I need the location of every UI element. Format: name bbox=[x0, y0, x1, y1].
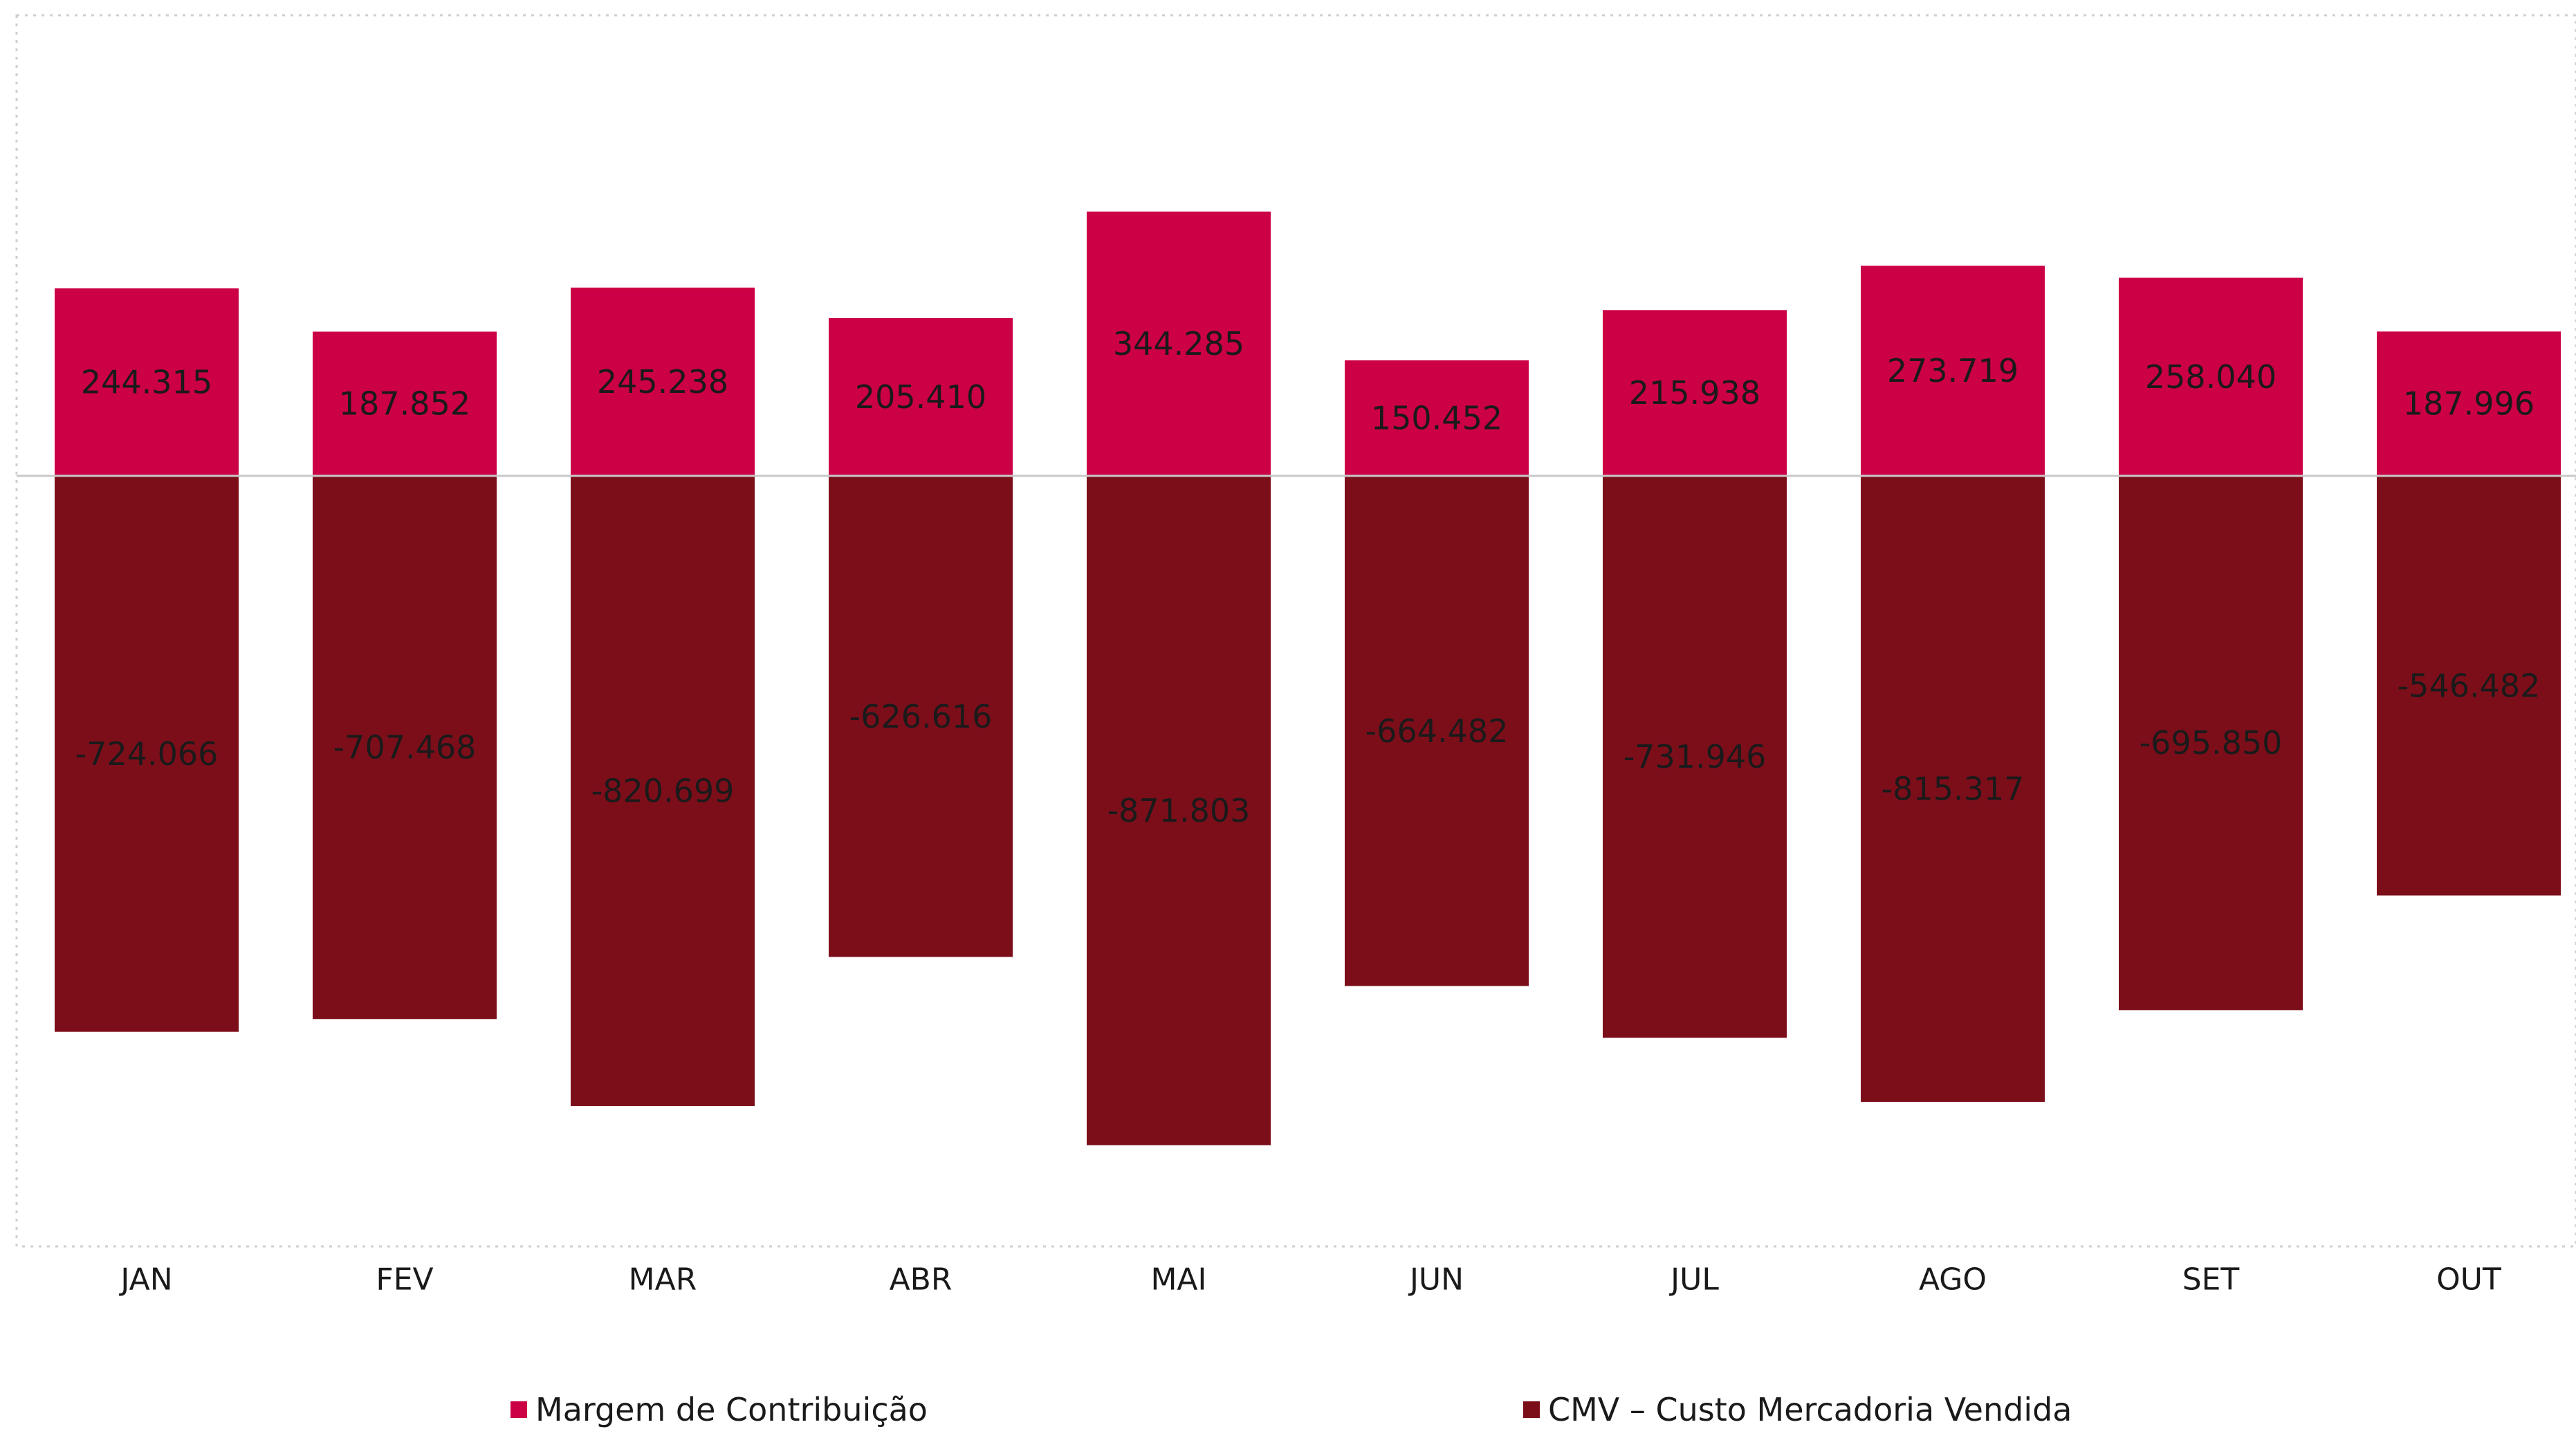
data-label-cmv-set: -695.850 bbox=[2140, 724, 2283, 762]
data-label-margem-jun: 150.452 bbox=[1371, 399, 1502, 436]
data-label-margem-mai: 344.285 bbox=[1113, 325, 1244, 362]
data-label-margem-ago: 273.719 bbox=[1887, 352, 2018, 389]
data-label-margem-jan: 244.315 bbox=[81, 363, 212, 400]
x-tick-mai: MAI bbox=[1150, 1262, 1206, 1298]
legend-item-cmv: CMV – Custo Mercadoria Vendida bbox=[1523, 1390, 2072, 1429]
data-label-cmv-out: -546.482 bbox=[2398, 667, 2541, 704]
x-tick-abr: ABR bbox=[890, 1262, 953, 1298]
legend-item-margem: Margem de Contribuição bbox=[510, 1390, 928, 1429]
legend-swatch-cmv bbox=[1523, 1401, 1540, 1418]
data-label-cmv-ago: -815.317 bbox=[1882, 771, 2025, 808]
data-label-margem-out: 187.996 bbox=[2403, 385, 2534, 423]
x-tick-mar: MAR bbox=[629, 1262, 697, 1298]
legend-swatch-margem bbox=[510, 1401, 527, 1418]
x-tick-fev: FEV bbox=[376, 1262, 433, 1298]
x-tick-jan: JAN bbox=[118, 1262, 172, 1298]
x-tick-ago: AGO bbox=[1919, 1262, 1987, 1298]
data-label-cmv-mai: -871.803 bbox=[1107, 792, 1251, 829]
bars-layer bbox=[55, 212, 2561, 1145]
legend-label-margem: Margem de Contribuição bbox=[535, 1391, 928, 1428]
data-label-cmv-jul: -731.946 bbox=[1623, 738, 1767, 775]
data-label-cmv-jan: -724.066 bbox=[75, 735, 219, 773]
x-axis-ticks: JAN FEV MAR ABR MAI JUN JUL AGO SET OUT bbox=[118, 1262, 2501, 1298]
x-tick-set: SET bbox=[2182, 1262, 2240, 1298]
data-label-cmv-mar: -820.699 bbox=[591, 772, 735, 809]
data-label-margem-fev: 187.852 bbox=[339, 385, 470, 423]
legend-label-cmv: CMV – Custo Mercadoria Vendida bbox=[1548, 1391, 2072, 1428]
data-label-cmv-abr: -626.616 bbox=[849, 698, 993, 735]
data-label-margem-set: 258.040 bbox=[2145, 358, 2276, 396]
data-label-margem-jul: 215.938 bbox=[1629, 374, 1760, 412]
data-label-margem-mar: 245.238 bbox=[597, 363, 728, 400]
data-label-cmv-fev: -707.468 bbox=[333, 729, 477, 766]
x-tick-jun: JUN bbox=[1408, 1262, 1464, 1298]
data-label-cmv-jun: -664.482 bbox=[1365, 712, 1509, 750]
x-tick-out: OUT bbox=[2436, 1262, 2501, 1298]
data-label-margem-abr: 205.410 bbox=[855, 378, 986, 416]
x-tick-jul: JUL bbox=[1668, 1262, 1719, 1298]
